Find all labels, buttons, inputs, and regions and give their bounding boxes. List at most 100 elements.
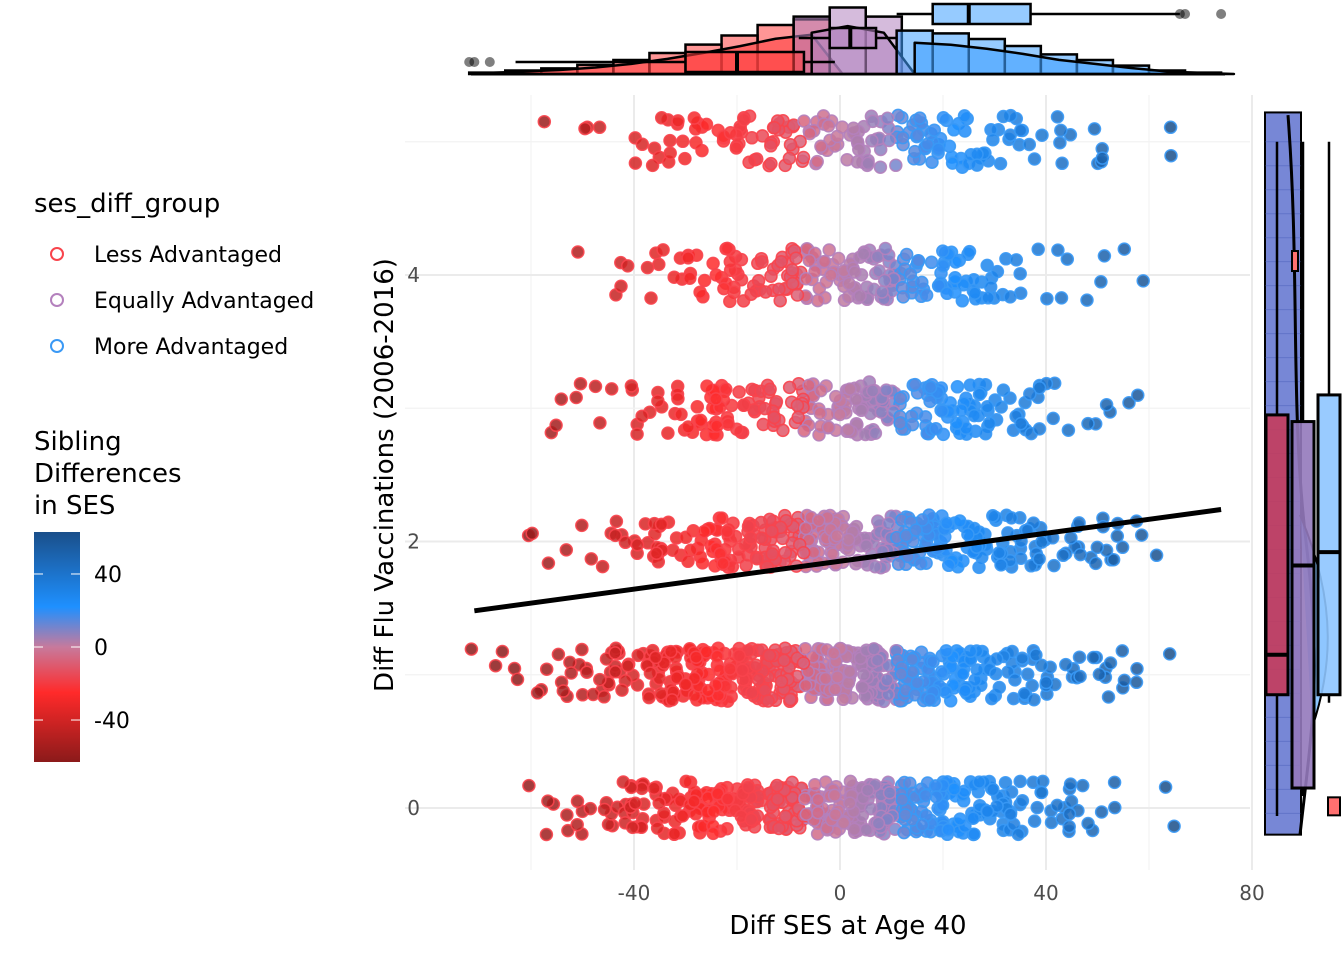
data-point	[720, 792, 735, 806]
data-point	[745, 131, 759, 145]
right-box	[1316, 393, 1342, 697]
data-point	[811, 293, 825, 308]
data-point	[846, 121, 861, 136]
data-point	[814, 383, 828, 398]
data-point	[1060, 252, 1075, 266]
data-point	[1073, 547, 1088, 562]
data-point	[811, 513, 826, 528]
data-point	[525, 526, 539, 541]
data-point	[918, 410, 933, 424]
top-box	[684, 50, 806, 74]
data-point	[630, 538, 645, 552]
data-point	[871, 816, 886, 831]
data-point	[1073, 669, 1087, 684]
data-point	[608, 665, 623, 679]
data-point	[608, 646, 622, 660]
x-tick-label: -40	[618, 881, 651, 905]
data-point	[608, 528, 623, 543]
data-point	[1117, 673, 1132, 688]
colorbar-title-line-1: Sibling	[34, 427, 122, 457]
data-point	[841, 532, 856, 547]
right-box	[1290, 420, 1316, 790]
data-point	[1036, 774, 1050, 789]
data-point	[931, 142, 946, 156]
data-point	[561, 823, 575, 838]
data-point	[681, 420, 695, 434]
data-point	[824, 268, 838, 282]
data-point	[667, 270, 681, 284]
data-point	[693, 285, 707, 299]
data-point	[556, 684, 571, 698]
data-point	[651, 394, 665, 408]
data-point	[663, 146, 677, 160]
data-point	[767, 410, 781, 425]
data-point	[663, 133, 677, 148]
data-point	[1129, 675, 1144, 690]
data-point	[896, 290, 910, 304]
data-point	[898, 808, 913, 822]
data-point	[899, 528, 913, 543]
data-point	[681, 251, 695, 265]
data-point	[689, 650, 703, 664]
data-point	[953, 514, 967, 528]
data-point	[649, 546, 664, 561]
data-point	[868, 426, 883, 440]
data-point	[983, 280, 998, 294]
data-point	[654, 111, 669, 125]
data-point	[936, 111, 951, 125]
data-point	[1009, 253, 1024, 267]
data-point	[789, 251, 803, 265]
data-point	[625, 820, 640, 835]
data-point	[1056, 548, 1070, 563]
data-point	[799, 271, 813, 286]
data-point	[986, 509, 1000, 523]
data-point	[942, 139, 957, 153]
data-point	[609, 514, 624, 529]
data-point	[578, 121, 592, 136]
data-point	[777, 653, 791, 668]
data-point	[893, 416, 907, 430]
data-point	[592, 120, 607, 135]
data-point	[958, 683, 972, 698]
data-point	[841, 676, 856, 690]
data-point	[661, 426, 675, 440]
data-point	[739, 558, 753, 573]
data-point	[615, 683, 629, 697]
data-point	[1027, 814, 1042, 828]
data-point	[1053, 135, 1067, 150]
data-point	[1087, 122, 1102, 136]
data-point	[1090, 540, 1105, 555]
data-point	[507, 661, 522, 676]
data-point	[643, 666, 658, 680]
data-point	[631, 648, 645, 663]
data-point	[798, 678, 813, 693]
data-point	[1097, 249, 1112, 263]
data-point	[588, 379, 603, 394]
data-point	[897, 825, 911, 840]
data-point	[915, 818, 930, 832]
data-point	[723, 294, 737, 309]
data-point	[1017, 687, 1032, 701]
data-point	[700, 379, 714, 393]
data-point	[1167, 819, 1181, 833]
regression-line-group	[474, 507, 1222, 614]
top-box	[931, 2, 1032, 26]
data-point	[736, 398, 751, 413]
data-point	[782, 151, 797, 166]
data-point	[684, 543, 698, 558]
data-point	[495, 644, 510, 659]
data-point	[716, 556, 730, 571]
data-point	[895, 793, 910, 807]
data-point	[941, 822, 955, 837]
data-point	[936, 244, 950, 258]
data-point	[963, 378, 977, 392]
data-point	[628, 796, 643, 811]
data-point	[985, 691, 999, 706]
data-point	[873, 160, 888, 174]
data-point	[706, 256, 720, 271]
data-point	[814, 139, 828, 154]
data-point	[865, 134, 879, 148]
colorbar-title-line-3: in SES	[34, 491, 115, 521]
data-point	[564, 666, 578, 680]
data-point	[749, 658, 763, 672]
